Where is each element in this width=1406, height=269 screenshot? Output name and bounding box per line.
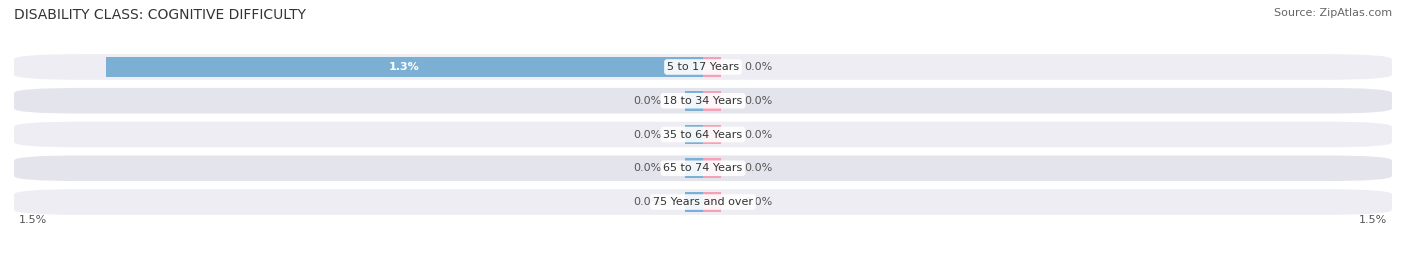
Text: 0.0%: 0.0%	[744, 197, 772, 207]
Bar	[703, 91, 721, 111]
Bar	[685, 125, 703, 144]
Text: 75 Years and over: 75 Years and over	[652, 197, 754, 207]
Text: 0.0%: 0.0%	[744, 96, 772, 106]
FancyBboxPatch shape	[14, 122, 1392, 147]
Text: 0.0%: 0.0%	[744, 129, 772, 140]
Text: 1.3%: 1.3%	[389, 62, 420, 72]
Text: 0.0%: 0.0%	[634, 197, 662, 207]
Text: 1.5%: 1.5%	[1360, 215, 1388, 225]
Text: 1.5%: 1.5%	[18, 215, 46, 225]
Text: 0.0%: 0.0%	[634, 96, 662, 106]
Text: Source: ZipAtlas.com: Source: ZipAtlas.com	[1274, 8, 1392, 18]
Text: 5 to 17 Years: 5 to 17 Years	[666, 62, 740, 72]
Bar	[703, 125, 721, 144]
Text: 0.0%: 0.0%	[634, 163, 662, 173]
Text: DISABILITY CLASS: COGNITIVE DIFFICULTY: DISABILITY CLASS: COGNITIVE DIFFICULTY	[14, 8, 307, 22]
Text: 0.0%: 0.0%	[744, 62, 772, 72]
Bar	[703, 192, 721, 212]
FancyBboxPatch shape	[14, 155, 1392, 181]
Text: 18 to 34 Years: 18 to 34 Years	[664, 96, 742, 106]
Bar	[703, 158, 721, 178]
Text: 0.0%: 0.0%	[744, 163, 772, 173]
Bar	[685, 158, 703, 178]
Bar	[703, 57, 721, 77]
FancyBboxPatch shape	[14, 189, 1392, 215]
Bar	[685, 91, 703, 111]
Text: 65 to 74 Years: 65 to 74 Years	[664, 163, 742, 173]
Bar	[105, 57, 703, 77]
Bar	[685, 192, 703, 212]
FancyBboxPatch shape	[14, 88, 1392, 114]
FancyBboxPatch shape	[14, 54, 1392, 80]
Text: 0.0%: 0.0%	[634, 129, 662, 140]
Text: 35 to 64 Years: 35 to 64 Years	[664, 129, 742, 140]
